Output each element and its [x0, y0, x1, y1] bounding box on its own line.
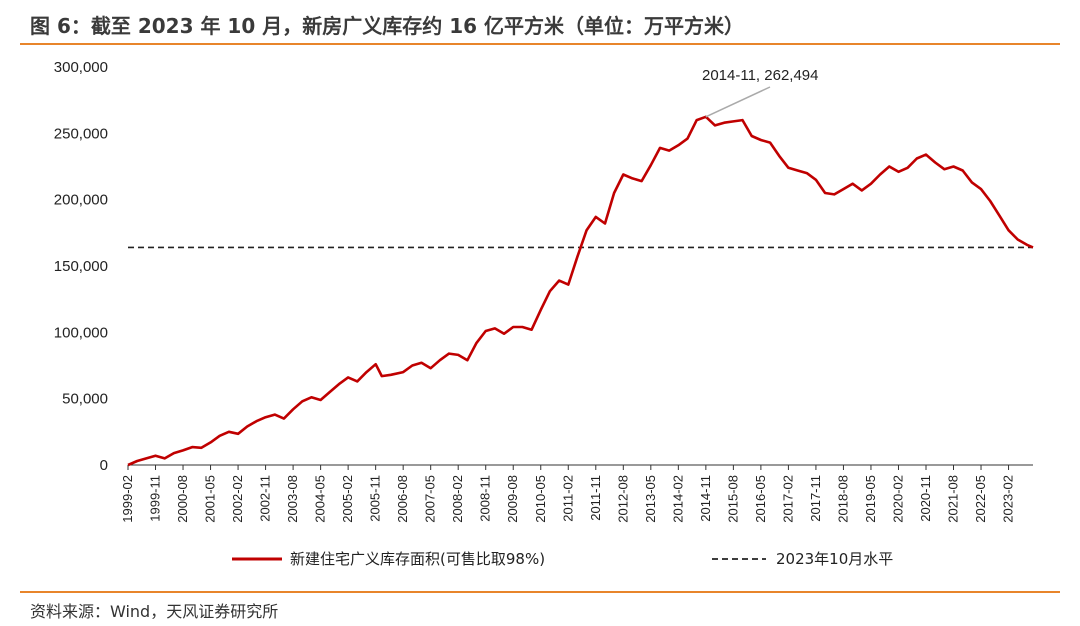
- x-tick-label: 2005-11: [368, 475, 383, 522]
- x-tick-label: 2011-11: [588, 475, 603, 521]
- annotation-leader: [705, 86, 771, 118]
- peak-annotation: 2014-11, 262,494: [702, 67, 819, 84]
- inventory-series-line: [127, 115, 1034, 467]
- x-tick-label: 2009-08: [505, 475, 520, 523]
- x-tick-label: 2019-05: [863, 475, 878, 523]
- y-tick-label: 200,000: [54, 192, 108, 209]
- y-tick-label: 100,000: [54, 324, 108, 341]
- y-tick-label: 150,000: [54, 258, 108, 275]
- legend-label-reference: 2023年10月水平: [776, 550, 893, 568]
- x-tick-label: 2013-05: [643, 475, 658, 523]
- x-tick-label: 2000-08: [175, 475, 190, 523]
- y-tick-label: 300,000: [54, 59, 108, 76]
- x-tick-label: 1999-02: [120, 475, 135, 523]
- x-tick-label: 2017-11: [808, 475, 823, 522]
- top-divider: [20, 43, 1060, 45]
- line-chart: 0 50,000 100,000 150,000 200,000 250,000 300,0…: [54, 59, 1034, 568]
- x-tick-label: 2001-05: [203, 475, 218, 523]
- x-tick-label: 2020-11: [918, 475, 933, 522]
- x-tick-label: 2023-02: [1001, 475, 1016, 523]
- x-tick-label: 2017-02: [780, 475, 795, 523]
- x-tick-label: 2011-02: [560, 475, 575, 522]
- x-tick-label: 2016-05: [753, 475, 768, 523]
- x-tick-label: 1999-11: [148, 475, 163, 522]
- plot-area: [127, 115, 1034, 467]
- y-tick-label: 0: [100, 457, 108, 474]
- chart-title: 图 6：截至 2023 年 10 月，新房广义库存约 16 亿平方米（单位：万平…: [30, 14, 744, 38]
- x-tick-label: 2012-08: [615, 475, 630, 523]
- x-tick-label: 2015-08: [725, 475, 740, 523]
- annotations: 2014-11, 262,494: [702, 67, 819, 118]
- y-tick-label: 250,000: [54, 125, 108, 142]
- x-tick-label: 2002-02: [230, 475, 245, 523]
- legend: 新建住宅广义库存面积(可售比取98%) 2023年10月水平: [232, 550, 893, 568]
- x-tick-label: 2014-11: [698, 475, 713, 522]
- x-tick-label: 2021-08: [946, 475, 961, 523]
- x-tick-label: 2007-05: [423, 475, 438, 523]
- y-axis: 0 50,000 100,000 150,000 200,000 250,000 300,0…: [54, 59, 108, 474]
- y-tick-label: 50,000: [62, 391, 108, 408]
- x-tick-label: 2006-08: [395, 475, 410, 523]
- x-tick-label: 2020-02: [890, 475, 905, 523]
- x-tick-label: 2003-08: [285, 475, 300, 523]
- x-tick-label: 2022-05: [973, 475, 988, 523]
- x-tick-label: 2010-05: [533, 475, 548, 523]
- x-tick-label: 2014-02: [670, 475, 685, 523]
- x-tick-label: 2008-11: [478, 475, 493, 522]
- x-tick-label: 2004-05: [313, 475, 328, 523]
- x-tick-label: 2002-11: [258, 475, 273, 522]
- source-note: 资料来源：Wind，天风证券研究所: [30, 602, 279, 621]
- x-tick-label: 2018-08: [835, 475, 850, 523]
- bottom-divider: [20, 591, 1060, 593]
- x-axis: 1999-02 1999-11 2000-08 2001-05 2002-02 2002-…: [120, 464, 1033, 523]
- legend-label-main: 新建住宅广义库存面积(可售比取98%): [290, 550, 545, 568]
- x-tick-label: 2005-02: [340, 475, 355, 523]
- x-tick-label: 2008-02: [450, 475, 465, 523]
